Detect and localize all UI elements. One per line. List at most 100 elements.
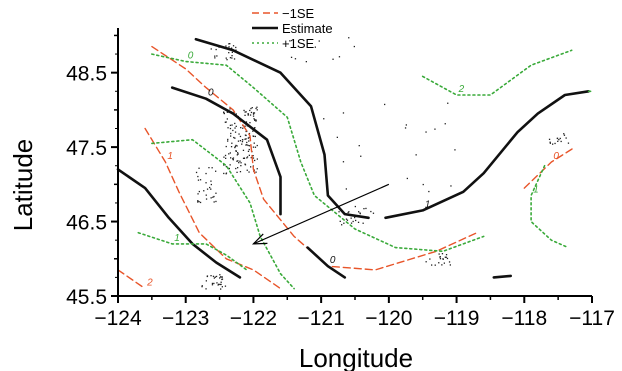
scatter-point [211, 167, 213, 169]
scatter-point [236, 171, 238, 173]
contour-label: 2 [458, 84, 465, 95]
contour-line [117, 269, 146, 290]
scatter-point [255, 120, 257, 122]
scatter-point [210, 275, 212, 277]
contour-line [306, 246, 347, 279]
scatter-point [248, 140, 250, 142]
scatter-point [208, 167, 210, 169]
contour-label: 0 [208, 88, 214, 99]
contour-line [384, 90, 590, 220]
scatter-point [244, 125, 246, 127]
contour-line [194, 37, 370, 220]
scatter-point [232, 158, 234, 160]
scatter-point [226, 118, 228, 120]
scatter-point [339, 220, 341, 222]
x-tick-label: −121 [297, 307, 344, 330]
earthquake-scatter [195, 37, 570, 290]
scatter-point [318, 40, 320, 42]
x-tick-label: −117 [569, 307, 615, 330]
scatter-point [444, 256, 446, 258]
scatter-point [234, 137, 236, 139]
scatter-point [229, 43, 231, 45]
scatter-point [338, 211, 340, 213]
scatter-point [252, 155, 254, 157]
x-tick-label: −122 [230, 307, 277, 330]
scatter-point [245, 121, 248, 123]
scatter-point [250, 107, 252, 110]
scatter-point [256, 158, 258, 160]
scatter-point [224, 285, 227, 287]
scatter-point [353, 45, 355, 48]
scatter-point [552, 143, 554, 145]
scatter-point [357, 221, 360, 223]
scatter-point [429, 258, 431, 260]
scatter-point [256, 144, 258, 147]
contour-line [170, 86, 282, 216]
scatter-point [558, 139, 560, 141]
contour-label: 1 [533, 185, 539, 196]
scatter-point [230, 135, 232, 137]
scatter-point [206, 275, 209, 277]
scatter-point [445, 256, 447, 258]
scatter-point [256, 109, 258, 111]
scatter-point [354, 205, 356, 208]
scatter-point [242, 139, 244, 141]
contour-line [151, 45, 478, 271]
scatter-point [199, 201, 202, 204]
scatter-point [294, 58, 297, 60]
scatter-point [425, 131, 427, 133]
scatter-point [556, 137, 559, 140]
scatter-point [448, 261, 451, 263]
scatter-point [197, 201, 199, 203]
contour-label: 1 [425, 199, 431, 210]
scatter-point [250, 111, 253, 114]
series-dashed: 1 2 0 [117, 45, 576, 290]
scatter-point [227, 138, 229, 141]
contour-line [421, 49, 573, 96]
scatter-point [210, 183, 212, 186]
scatter-point [250, 157, 252, 159]
scatter-point [354, 216, 356, 219]
scatter-point [567, 142, 570, 144]
scatter-point [230, 157, 232, 159]
scatter-point [253, 112, 256, 114]
axes: −124 −123 −122 −121 −120 −119 −118 −117 45.5 46.5… [66, 28, 615, 330]
scatter-point [243, 109, 245, 112]
scatter-point [197, 193, 199, 195]
scatter-point [228, 52, 230, 54]
scatter-point [342, 161, 345, 163]
scatter-point [363, 208, 365, 210]
scatter-point [251, 107, 253, 109]
scatter-point [215, 48, 217, 51]
scatter-point [233, 58, 236, 60]
scatter-point [223, 164, 225, 166]
scatter-point [242, 149, 245, 151]
scatter-point [224, 121, 226, 123]
scatter-point [245, 130, 247, 133]
scatter-point [254, 146, 257, 148]
scatter-point [252, 113, 255, 115]
scatter-point [235, 46, 237, 49]
scatter-point [246, 141, 248, 144]
scatter-point [289, 40, 291, 42]
scatter-point [549, 141, 551, 143]
scatter-point [249, 109, 251, 112]
scatter-point [210, 180, 212, 182]
scatter-point [252, 146, 255, 148]
scatter-point [241, 141, 244, 143]
scatter-point [438, 262, 440, 264]
scatter-point [235, 49, 237, 51]
scatter-point [216, 55, 218, 57]
scatter-point [239, 160, 241, 162]
scatter-point [198, 167, 200, 169]
scatter-point [255, 119, 257, 121]
contour-label: 0 [553, 151, 559, 162]
scatter-point [370, 210, 372, 213]
scatter-point [228, 46, 230, 48]
scatter-point [218, 283, 220, 285]
y-tick-label: 48.5 [66, 63, 107, 86]
scatter-point [444, 123, 446, 125]
scatter-point [447, 102, 449, 104]
scatter-point [232, 45, 235, 47]
